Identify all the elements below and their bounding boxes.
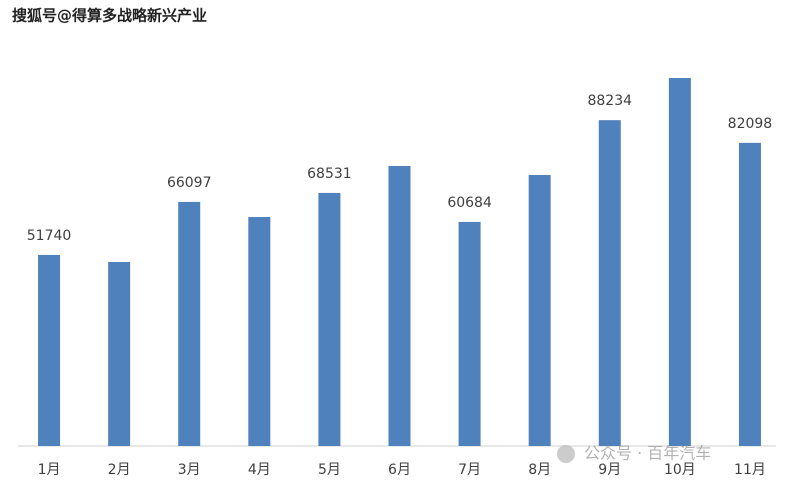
x-tick-label: 1月 (38, 462, 61, 478)
watermark: 公众号 · 百年汽车 (584, 444, 711, 463)
x-tick-label: 7月 (458, 462, 481, 478)
x-tick-label: 8月 (528, 462, 551, 478)
bar (458, 221, 481, 446)
data-label: 51740 (27, 228, 72, 244)
bar (598, 120, 621, 446)
data-label: 88234 (587, 93, 632, 109)
watermark-icon (557, 445, 575, 463)
x-tick-label: 3月 (178, 462, 201, 478)
x-tick-label: 9月 (598, 462, 621, 478)
watermark-group: 公众号 · 百年汽车 (557, 444, 711, 463)
data-label: 66097 (167, 175, 212, 191)
x-tick-label: 2月 (108, 462, 131, 478)
bar (38, 254, 61, 446)
bar (248, 217, 271, 446)
bar (528, 174, 551, 447)
bar (318, 192, 341, 446)
data-label: 68531 (307, 166, 352, 182)
bar (108, 261, 131, 446)
data-label: 60684 (447, 195, 492, 211)
x-tick-label: 4月 (248, 462, 271, 478)
x-tick-label: 11月 (734, 462, 766, 478)
x-tick-label: 10月 (664, 462, 696, 478)
x-tick-label: 6月 (388, 462, 411, 478)
bar (178, 201, 201, 446)
bar (388, 166, 411, 446)
bar (738, 142, 761, 446)
x-tick-label: 5月 (318, 462, 341, 478)
watermark: 搜狐号@得算多战略新兴产业 (12, 7, 207, 25)
bar (668, 78, 691, 447)
data-label: 82098 (728, 116, 773, 132)
